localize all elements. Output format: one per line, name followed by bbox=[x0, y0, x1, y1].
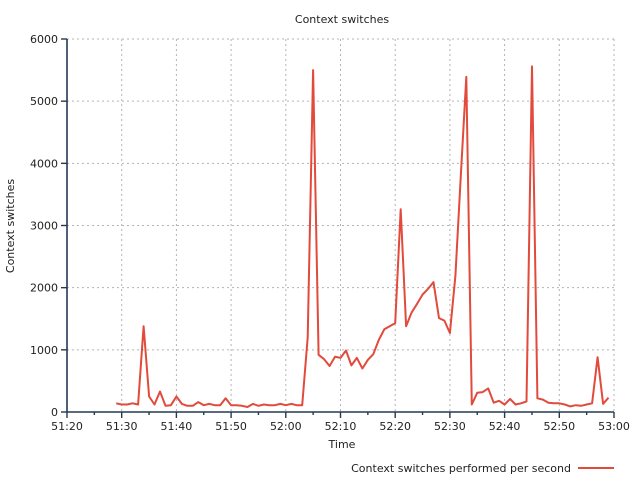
x-tick-label: 52:30 bbox=[434, 420, 466, 433]
series-line bbox=[115, 65, 610, 408]
x-tick-label: 52:20 bbox=[379, 420, 411, 433]
legend: Context switches performed per second bbox=[351, 462, 614, 475]
legend-label: Context switches performed per second bbox=[351, 462, 571, 475]
y-tick-label: 5000 bbox=[30, 95, 58, 108]
chart-title: Context switches bbox=[295, 13, 389, 26]
series bbox=[115, 65, 610, 408]
grid bbox=[67, 38, 615, 412]
y-tick-label: 4000 bbox=[30, 157, 58, 170]
x-tick-label: 51:50 bbox=[215, 420, 247, 433]
y-tick-label: 6000 bbox=[30, 33, 58, 46]
x-tick-label: 52:10 bbox=[325, 420, 357, 433]
y-tick-label: 0 bbox=[51, 406, 58, 419]
ticks: 0 1000 2000 3000 4000 5000 6000 51:20 51:30 51:40… bbox=[30, 33, 630, 433]
x-tick-label: 52:50 bbox=[543, 420, 575, 433]
x-axis-title: Time bbox=[328, 438, 356, 451]
x-tick-label: 53:00 bbox=[598, 420, 630, 433]
y-tick-label: 1000 bbox=[30, 344, 58, 357]
x-tick-label: 52:40 bbox=[489, 420, 521, 433]
y-axis-title: Context switches bbox=[4, 179, 17, 273]
x-tick-label: 51:20 bbox=[51, 420, 83, 433]
y-tick-label: 2000 bbox=[30, 282, 58, 295]
y-tick-label: 3000 bbox=[30, 220, 58, 233]
x-tick-label: 51:30 bbox=[106, 420, 138, 433]
x-tick-label: 52:00 bbox=[270, 420, 302, 433]
x-tick-label: 51:40 bbox=[161, 420, 193, 433]
